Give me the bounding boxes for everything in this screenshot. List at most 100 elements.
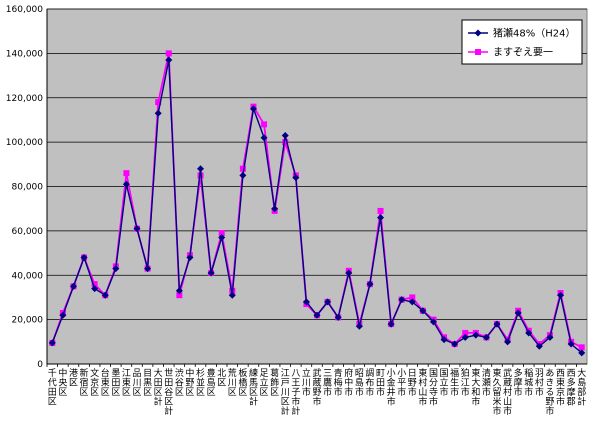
data-point [567,340,575,348]
x-tick-label: 町田市 [376,369,385,398]
x-tick-label: 調布市 [365,367,374,398]
x-tick-label: 小金井市 [387,368,396,408]
x-tick-label: 江東区 [122,368,131,398]
y-tick-label: 140,000 [6,49,43,59]
data-point [271,205,279,213]
y-tick-label: 100,000 [6,138,43,148]
data-point [218,230,225,237]
data-point [123,170,130,177]
data-point [493,320,501,328]
x-tick-label: 羽村市 [535,368,544,398]
x-tick-label: 板橋区 [238,367,247,398]
data-point [176,292,183,299]
data-point [334,313,342,321]
x-tick-label: 港区 [69,367,78,389]
x-tick-label: 荒川区 [228,368,237,398]
x-tick-label: 西多摩郡 [567,368,576,408]
data-point [165,56,173,64]
x-tick-label: 足立区 [260,368,269,398]
x-tick-label: 立川市 [302,367,311,398]
data-point [69,282,77,290]
data-point [355,322,363,330]
x-tick-label: 国分寺市 [429,368,438,408]
x-tick-label: 千代田区 [48,368,57,408]
x-tick-label: 豊島区 [207,367,216,398]
y-tick-label: 40,000 [12,271,44,281]
legend-label: 猪瀬48%（H24） [493,28,575,40]
x-tick-label: 三鷹市 [323,369,332,398]
x-tick-label: 北区 [217,368,226,389]
data-point [80,254,88,261]
data-point [345,269,353,277]
data-point [324,298,332,306]
x-tick-label: 府中市 [344,367,353,398]
data-point [165,50,172,57]
data-point [154,109,162,117]
data-point [440,336,448,344]
x-tick-label: 清瀬市 [482,367,491,398]
data-point [260,134,268,142]
x-tick-label: 武蔵野市 [312,367,321,408]
data-point [462,329,469,336]
x-tick-label: 西東京市 [556,368,565,408]
y-tick-label: 120,000 [6,94,43,104]
data-point [91,285,99,293]
data-point [525,329,533,337]
data-point [398,296,406,304]
x-tick-label: 稲城市 [524,367,533,398]
data-point [377,214,385,222]
data-point [282,139,289,146]
data-point [133,225,141,233]
data-point [578,349,586,357]
data-point [557,291,565,299]
x-tick-label: 国立市 [440,368,449,398]
legend-marker [474,29,482,37]
data-point [48,339,56,347]
data-point [197,165,205,173]
x-tick-label: 東久留米市 [492,367,501,417]
data-point [578,344,585,351]
data-point [261,121,268,128]
y-tick-label: 160,000 [6,5,43,15]
data-point [122,180,130,188]
data-point [249,105,257,113]
data-point [239,171,247,179]
data-point [292,174,300,182]
x-tick-label: 江戸川区計 [281,368,290,417]
data-point [419,307,427,315]
data-point [112,265,120,273]
x-tick-label: 日野市 [408,368,417,398]
x-tick-label: 世田谷区計 [164,367,173,417]
data-point [91,281,98,288]
data-point [281,131,289,139]
x-tick-label: 八王子市計 [291,369,300,417]
data-point [461,333,469,341]
data-point [408,298,416,306]
x-tick-label: 青梅市 [334,367,343,398]
data-point [387,320,395,328]
data-point [546,333,554,341]
data-point [409,294,416,301]
data-point [313,311,321,319]
x-tick-label: 武蔵村山市 [503,367,512,417]
data-point [302,298,310,306]
y-tick-label: 20,000 [12,316,44,326]
x-tick-label: 東大和市 [471,367,480,408]
legend-label: ますぞえ要一 [493,47,553,59]
x-tick-label: 文京区 [90,367,99,398]
y-tick-label: 0 [37,360,43,370]
data-point [366,280,374,288]
x-tick-label: 葛飾区 [270,367,279,398]
x-tick-label: 大田区計 [154,367,163,408]
data-point [535,342,543,350]
legend [461,19,583,65]
x-tick-label: 台東区 [101,367,110,398]
x-tick-label: 墨田区 [111,368,120,398]
x-tick-label: 大島部計 [577,367,586,408]
data-point [228,291,236,299]
data-point [218,234,226,242]
x-tick-label: 練馬区計 [249,367,258,408]
data-point [514,309,522,317]
